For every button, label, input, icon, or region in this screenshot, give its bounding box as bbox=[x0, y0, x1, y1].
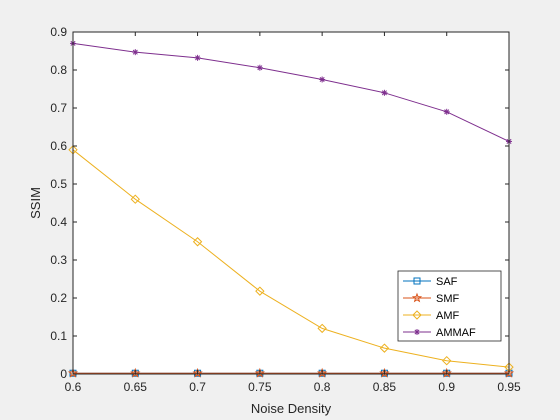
y-axis-label: SSIM bbox=[28, 187, 43, 219]
y-tick-label: 0.5 bbox=[50, 177, 67, 191]
series-smf bbox=[67, 367, 515, 378]
x-axis-label: Noise Density bbox=[251, 401, 332, 416]
y-tick-label: 0.1 bbox=[50, 329, 67, 343]
legend-marker bbox=[413, 277, 421, 285]
x-tick-label: 0.9 bbox=[438, 380, 455, 394]
legend: SAF SMF AMF AMMAF bbox=[397, 270, 502, 342]
x-tick-label: 0.65 bbox=[124, 380, 148, 394]
x-tick-label: 0.7 bbox=[189, 380, 206, 394]
series-layer bbox=[67, 40, 515, 378]
legend-label: AMF bbox=[436, 310, 460, 322]
x-tick-label: 0.85 bbox=[373, 380, 397, 394]
data-point-smf bbox=[316, 367, 328, 378]
data-point-amf bbox=[442, 355, 452, 366]
legend-marker bbox=[411, 292, 423, 303]
series-line-ammaf bbox=[72, 42, 510, 142]
data-point-ammaf bbox=[443, 108, 450, 115]
legend-marker bbox=[412, 310, 422, 320]
data-point-amf bbox=[192, 237, 203, 247]
data-point-smf bbox=[130, 367, 141, 378]
legend-label: SAF bbox=[436, 276, 458, 288]
legend-marker bbox=[414, 329, 420, 335]
y-tick-label: 0.6 bbox=[50, 139, 67, 153]
x-tick-label: 0.95 bbox=[497, 380, 521, 394]
axes-box bbox=[72, 31, 510, 375]
series-amf bbox=[68, 145, 514, 372]
data-point-smf bbox=[379, 367, 390, 378]
legend-item-amf: AMF bbox=[403, 310, 460, 322]
x-tick-label: 0.8 bbox=[314, 380, 331, 394]
legend-item-saf: SAF bbox=[403, 276, 458, 288]
data-point-ammaf bbox=[132, 49, 139, 56]
series-ammaf bbox=[70, 40, 512, 145]
legend-box bbox=[397, 270, 502, 342]
y-tick-label: 0.4 bbox=[50, 215, 67, 229]
data-point-smf bbox=[254, 367, 266, 378]
x-ticks: 0.6 0.65 0.7 0.75 0.8 0.85 0.9 0.95 bbox=[65, 32, 521, 394]
data-point-ammaf bbox=[256, 64, 263, 71]
data-point-amf bbox=[379, 343, 390, 353]
legend-label: AMMAF bbox=[436, 327, 476, 339]
legend-label: SMF bbox=[436, 293, 460, 305]
x-tick-label: 0.6 bbox=[65, 380, 82, 394]
legend-item-smf: SMF bbox=[403, 292, 460, 305]
data-point-amf bbox=[255, 286, 265, 296]
y-tick-label: 0.9 bbox=[50, 25, 67, 39]
y-ticks: 0 0.1 0.2 0.3 0.4 0.5 0.6 0.7 0.8 0.9 bbox=[50, 25, 509, 381]
data-point-smf bbox=[503, 367, 515, 378]
data-point-smf bbox=[67, 367, 79, 378]
data-point-amf bbox=[130, 194, 140, 204]
y-tick-label: 0.8 bbox=[50, 63, 67, 77]
series-line-amf bbox=[72, 149, 510, 368]
x-tick-label: 0.75 bbox=[248, 380, 272, 394]
data-point-smf bbox=[192, 367, 203, 378]
data-point-smf bbox=[441, 367, 452, 378]
y-tick-label: 0.3 bbox=[50, 253, 67, 267]
data-point-ammaf bbox=[381, 89, 388, 96]
data-point-ammaf bbox=[194, 54, 201, 61]
y-tick-label: 0 bbox=[60, 367, 67, 381]
data-point-ammaf bbox=[319, 76, 326, 83]
data-point-amf bbox=[317, 323, 327, 334]
y-tick-label: 0.7 bbox=[50, 101, 67, 115]
legend-item-ammaf: AMMAF bbox=[403, 327, 476, 339]
y-tick-label: 0.2 bbox=[50, 291, 67, 305]
